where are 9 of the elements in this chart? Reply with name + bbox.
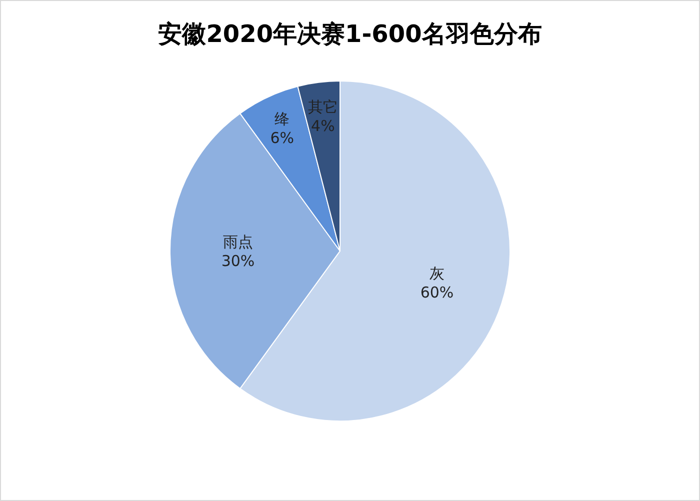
slice-label: 绛 xyxy=(274,110,290,128)
data-label: 60% xyxy=(420,284,454,302)
chart-title: 安徽2020年决赛1-600名羽色分布 xyxy=(158,20,542,48)
data-label: 6% xyxy=(270,128,294,147)
slice-label: 其它 xyxy=(308,98,338,116)
data-label: 30% xyxy=(221,252,255,270)
slice-label: 雨点 xyxy=(223,233,253,251)
data-label: 4% xyxy=(311,117,335,136)
slice-label: 灰 xyxy=(430,264,445,283)
